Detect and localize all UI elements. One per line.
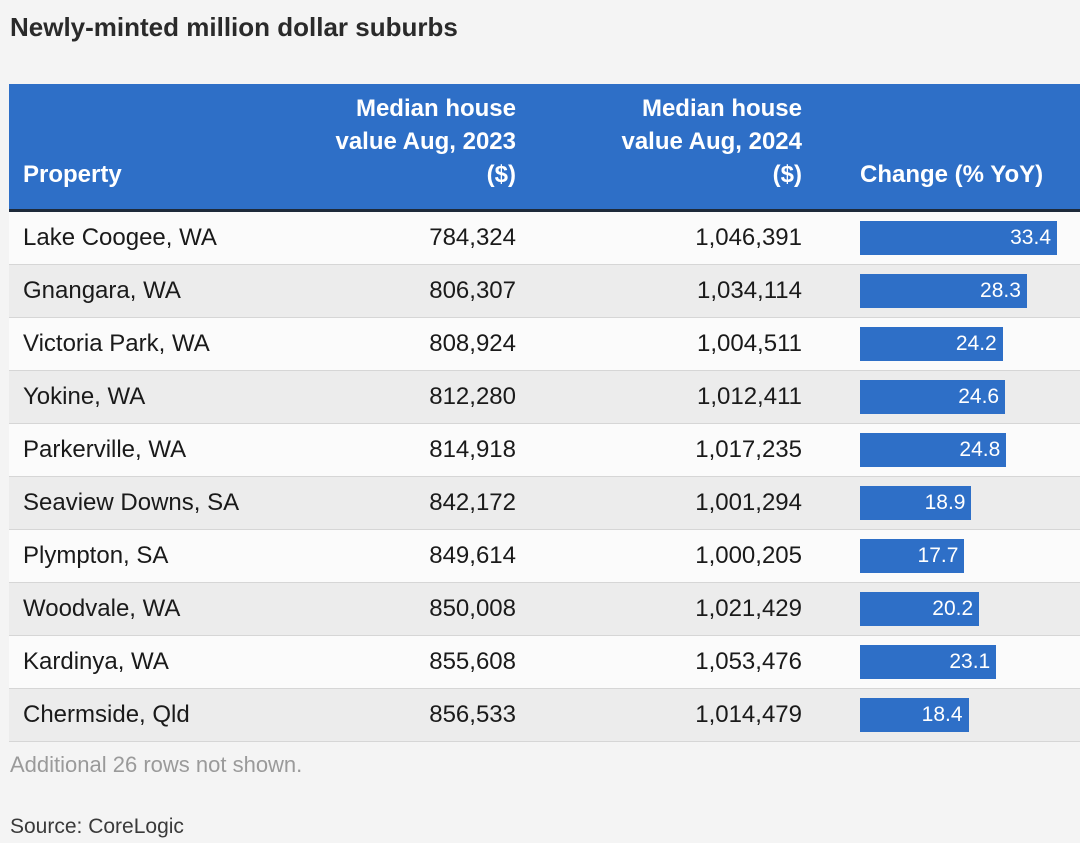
cell-value-2023: 850,008	[429, 595, 516, 622]
change-bar-track: 24.6	[860, 380, 1065, 414]
chart-title: Newly-minted million dollar suburbs	[10, 12, 458, 42]
table-row: Gnangara, WA 806,307 1,034,114 28.3	[9, 265, 1080, 318]
header-value-2023-line1: Median house	[355, 95, 516, 122]
cell-property: Victoria Park, WA	[23, 330, 210, 357]
data-table: Property Median house value Aug, 2023 ($…	[9, 84, 1080, 742]
cell-property: Plympton, SA	[23, 542, 169, 569]
table-header: Property Median house value Aug, 2023 ($…	[9, 84, 1080, 212]
cell-value-2023: 842,172	[429, 489, 516, 516]
cell-value-2024: 1,004,511	[697, 330, 802, 357]
change-bar-track: 18.4	[860, 698, 1065, 732]
table-row: Parkerville, WA 814,918 1,017,235 24.8	[9, 424, 1080, 477]
cell-value-2023: 784,324	[429, 224, 516, 251]
change-bar: 24.2	[860, 327, 1003, 361]
table-row: Seaview Downs, SA 842,172 1,001,294 18.9	[9, 477, 1080, 530]
table-row: Lake Coogee, WA 784,324 1,046,391 33.4	[9, 212, 1080, 265]
table-row: Plympton, SA 849,614 1,000,205 17.7	[9, 530, 1080, 583]
change-bar: 17.7	[860, 539, 965, 573]
change-bar-track: 28.3	[860, 274, 1065, 308]
cell-property: Chermside, Qld	[23, 701, 190, 728]
table-row: Woodvale, WA 850,008 1,021,429 20.2	[9, 583, 1080, 636]
cell-value-2023: 808,924	[429, 330, 516, 357]
change-bar-track: 33.4	[860, 221, 1065, 255]
header-value-2023: Median house value Aug, 2023 ($)	[256, 92, 516, 191]
header-property: Property	[23, 161, 122, 188]
table-row: Yokine, WA 812,280 1,012,411 24.6	[9, 371, 1080, 424]
cell-value-2024: 1,001,294	[695, 489, 802, 516]
change-bar-track: 23.1	[860, 645, 1065, 679]
header-value-2024: Median house value Aug, 2024 ($)	[542, 92, 802, 191]
change-bar-track: 20.2	[860, 592, 1065, 626]
cell-value-2024: 1,000,205	[695, 542, 802, 569]
cell-value-2023: 806,307	[429, 277, 516, 304]
change-bar-track: 24.8	[860, 433, 1065, 467]
cell-value-2024: 1,017,235	[695, 436, 802, 463]
table-row: Kardinya, WA 855,608 1,053,476 23.1	[9, 636, 1080, 689]
cell-value-2023: 849,614	[429, 542, 516, 569]
change-bar: 33.4	[860, 221, 1057, 255]
change-bar: 24.8	[860, 433, 1007, 467]
table-row: Chermside, Qld 856,533 1,014,479 18.4	[9, 689, 1080, 742]
cell-property: Seaview Downs, SA	[23, 489, 240, 516]
cell-property: Woodvale, WA	[23, 595, 181, 622]
header-change: Change (% YoY)	[860, 161, 1044, 188]
cell-value-2024: 1,053,476	[695, 648, 802, 675]
cell-value-2024: 1,012,411	[697, 383, 802, 410]
cell-value-2024: 1,014,479	[695, 701, 802, 728]
cell-property: Gnangara, WA	[23, 277, 181, 304]
table-body: Lake Coogee, WA 784,324 1,046,391 33.4 Gnang…	[9, 212, 1080, 742]
source-note: Source: CoreLogic	[10, 815, 184, 838]
change-bar-track: 17.7	[860, 539, 1065, 573]
cell-value-2024: 1,046,391	[695, 224, 802, 251]
cell-value-2023: 855,608	[429, 648, 516, 675]
cell-property: Kardinya, WA	[23, 648, 169, 675]
rows-hidden-note: Additional 26 rows not shown.	[10, 752, 303, 777]
cell-value-2024: 1,021,429	[695, 595, 802, 622]
change-bar: 28.3	[860, 274, 1027, 308]
cell-value-2023: 856,533	[429, 701, 516, 728]
change-bar: 24.6	[860, 380, 1006, 414]
header-value-2024-line2: value Aug, 2024	[621, 128, 802, 155]
change-bar: 18.9	[860, 486, 972, 520]
cell-property: Yokine, WA	[23, 383, 146, 410]
cell-value-2024: 1,034,114	[697, 277, 802, 304]
cell-value-2023: 812,280	[429, 383, 516, 410]
cell-value-2023: 814,918	[429, 436, 516, 463]
change-bar: 18.4	[860, 698, 969, 732]
header-value-2023-line3: ($)	[486, 161, 516, 188]
cell-property: Lake Coogee, WA	[23, 224, 217, 251]
header-value-2024-line3: ($)	[772, 161, 802, 188]
table-row: Victoria Park, WA 808,924 1,004,511 24.2	[9, 318, 1080, 371]
change-bar: 20.2	[860, 592, 980, 626]
change-bar-track: 18.9	[860, 486, 1065, 520]
header-value-2024-line1: Median house	[641, 95, 802, 122]
change-bar-track: 24.2	[860, 327, 1065, 361]
change-bar: 23.1	[860, 645, 997, 679]
header-value-2023-line2: value Aug, 2023	[335, 128, 516, 155]
cell-property: Parkerville, WA	[23, 436, 187, 463]
